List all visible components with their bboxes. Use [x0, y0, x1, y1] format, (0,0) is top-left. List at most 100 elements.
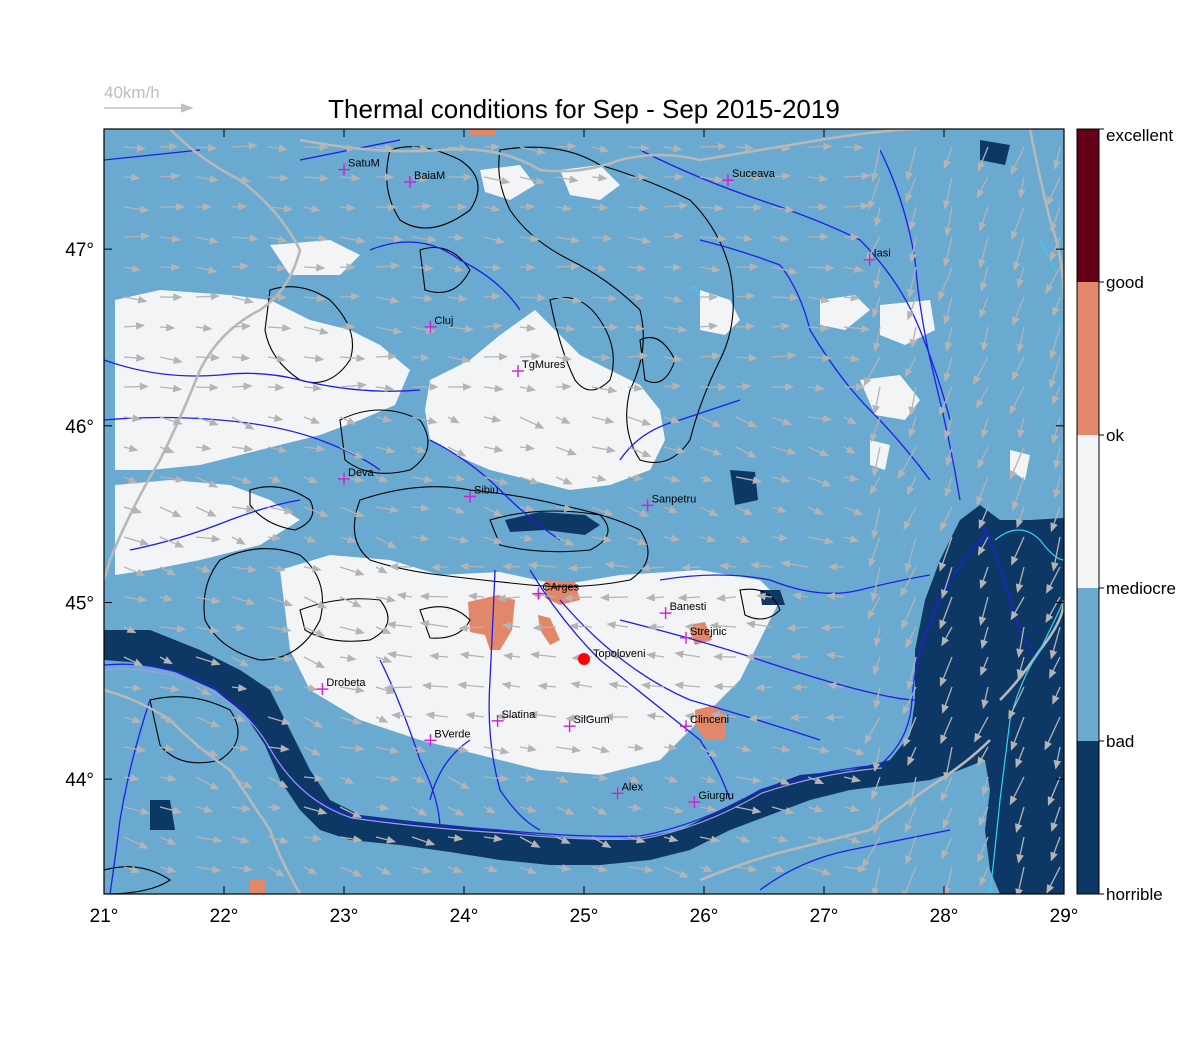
- city-marker[interactable]: Alex: [611, 781, 644, 800]
- wind-arrow: [447, 745, 469, 754]
- x-tick-label: 21°: [90, 906, 119, 927]
- wind-arrow: [591, 173, 608, 182]
- wind-arrow: [483, 322, 503, 331]
- wind-arrow: [981, 686, 989, 710]
- city-marker[interactable]: BaiaM: [404, 170, 445, 189]
- wind-arrow: [555, 864, 572, 872]
- city-marker[interactable]: BVerde: [424, 728, 470, 747]
- wind-arrow: [871, 506, 881, 540]
- city-marker[interactable]: Iasi: [863, 248, 891, 266]
- wind-arrow: [375, 746, 400, 755]
- wind-arrow: [267, 235, 288, 244]
- wind-arrow: [942, 806, 953, 829]
- wind-arrow: [123, 595, 148, 604]
- wind-arrow: [663, 446, 686, 455]
- wind-arrow: [789, 713, 809, 722]
- wind-arrow: [979, 866, 989, 887]
- wind-arrow: [663, 232, 684, 241]
- wind-arrow: [843, 293, 860, 302]
- wind-arrow: [843, 836, 861, 844]
- wind-arrow: [627, 236, 652, 245]
- wind-arrow: [465, 711, 485, 720]
- wind-arrow: [375, 505, 400, 514]
- wind-arrow: [537, 682, 557, 691]
- city-label: Suceava: [732, 168, 776, 180]
- wind-arrow: [872, 656, 881, 676]
- wind-arrow: [591, 773, 609, 782]
- wind-arrow: [710, 711, 737, 719]
- wind-arrow: [870, 146, 881, 183]
- wind-arrow: [872, 386, 881, 415]
- wind-arrow: [871, 446, 881, 478]
- city-label: SatuM: [348, 158, 380, 170]
- city-label: Slatina: [502, 709, 537, 721]
- wind-arrow: [871, 776, 881, 801]
- wind-arrow: [375, 352, 398, 361]
- wind-arrow: [195, 476, 219, 488]
- wind-arrow: [1045, 596, 1061, 624]
- wind-arrow: [411, 264, 434, 272]
- wind-arrow: [375, 446, 396, 454]
- wind-arrow: [123, 566, 146, 576]
- wind-arrow: [591, 203, 609, 212]
- city-marker[interactable]: Strejnic: [680, 626, 727, 644]
- wind-arrow: [159, 142, 179, 151]
- wind-arrow: [447, 415, 460, 424]
- wind-arrow: [159, 536, 185, 548]
- city-marker[interactable]: SatuM: [338, 158, 380, 176]
- wind-arrow: [123, 232, 151, 241]
- wind-arrow: [411, 144, 430, 153]
- city-marker[interactable]: Drobeta: [316, 677, 366, 696]
- wind-arrow: [976, 176, 989, 199]
- wind-arrow: [735, 776, 762, 784]
- wind-arrow: [267, 506, 294, 515]
- wind-arrow: [663, 743, 678, 752]
- city-marker[interactable]: Cluj: [424, 315, 453, 333]
- wind-arrow: [159, 263, 181, 272]
- selected-site-marker[interactable]: [578, 653, 590, 666]
- wind-arrow: [447, 806, 465, 816]
- city-marker[interactable]: CArges: [532, 582, 580, 600]
- city-marker[interactable]: Deva: [338, 467, 375, 485]
- wind-arrow: [159, 445, 175, 454]
- wind-arrow: [872, 806, 881, 835]
- wind-arrow: [267, 144, 289, 153]
- city-marker[interactable]: Banesti: [659, 601, 707, 620]
- city-marker[interactable]: Sibiu: [464, 484, 498, 503]
- wind-arrow: [123, 144, 146, 152]
- wind-arrow: [375, 626, 392, 634]
- wind-arrow: [873, 206, 882, 228]
- wind-arrow: [873, 626, 882, 647]
- wind-arrow: [807, 295, 831, 304]
- wind-arrow: [419, 620, 449, 628]
- wind-arrow: [699, 535, 717, 543]
- wind-arrow: [339, 354, 366, 363]
- wind-arrow: [976, 476, 989, 506]
- wind-arrow: [569, 622, 593, 631]
- city-marker[interactable]: SilGum: [563, 714, 610, 733]
- city-marker[interactable]: Clinceni: [680, 714, 729, 733]
- map-title: Thermal conditions for Sep - Sep 2015-20…: [328, 94, 840, 124]
- city-marker[interactable]: Sanpetru: [641, 493, 697, 512]
- wind-arrow: [771, 505, 787, 513]
- wind-arrow: [938, 266, 953, 302]
- city-label: Iasi: [874, 248, 891, 260]
- wind-arrow: [1049, 236, 1061, 262]
- wind-arrow: [411, 235, 438, 244]
- wind-arrow: [231, 656, 250, 667]
- wind-arrow: [303, 204, 321, 213]
- city-marker[interactable]: Giurgiu: [688, 790, 734, 809]
- wind-arrow: [1012, 236, 1025, 272]
- y-tick-label: 44°: [65, 770, 94, 791]
- wind-arrow: [123, 506, 143, 514]
- wind-arrow: [945, 446, 953, 467]
- wind-arrow: [195, 626, 220, 634]
- wind-arrow: [501, 622, 521, 630]
- wind-arrow: [663, 295, 683, 304]
- wind-arrow: [411, 775, 426, 783]
- wind-arrow: [195, 324, 213, 332]
- city-marker[interactable]: TgMures: [512, 359, 566, 378]
- city-marker[interactable]: Slatina: [491, 709, 537, 727]
- city-marker[interactable]: Suceava: [722, 168, 776, 187]
- wind-arrow: [807, 324, 830, 332]
